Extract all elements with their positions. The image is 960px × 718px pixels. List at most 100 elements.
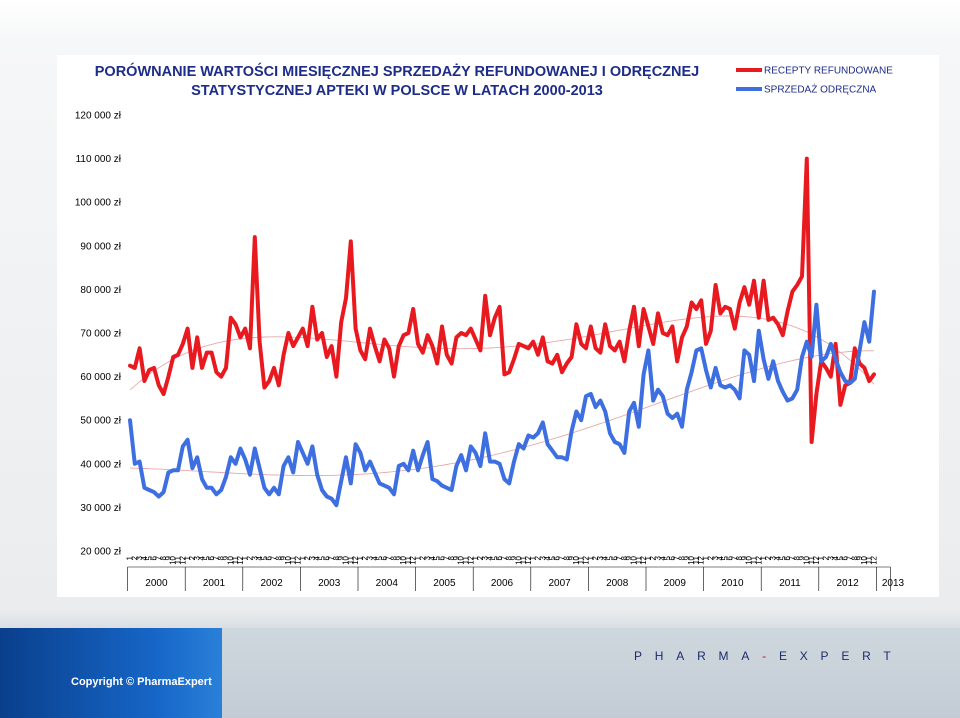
x-month-tick-label: 10 bbox=[284, 555, 293, 564]
x-year-label: 2002 bbox=[260, 578, 283, 589]
x-month-tick-label: 4 bbox=[601, 555, 610, 560]
x-month-tick-label: 7 bbox=[673, 555, 682, 560]
x-year-label: 2003 bbox=[318, 578, 341, 589]
x-month-tick-label: 5 bbox=[490, 555, 499, 560]
x-month-tick-label: 4 bbox=[428, 555, 437, 560]
x-month-tick-label: 5 bbox=[663, 555, 672, 560]
x-month-tick-label: 7 bbox=[212, 555, 221, 560]
x-month-tick-label: 5 bbox=[778, 555, 787, 560]
x-month-tick-label: 11 bbox=[404, 555, 413, 564]
chart-title-line-2: STATYSTYCZNEJ APTEKI W POLSCE W LATACH 2… bbox=[191, 83, 603, 99]
y-tick-label: 60 000 zł bbox=[80, 372, 121, 383]
brand-left: PHARMA bbox=[634, 649, 763, 663]
x-month-tick-label: 8 bbox=[562, 555, 571, 560]
x-month-tick-label: 8 bbox=[447, 555, 456, 560]
x-month-tick-label: 10 bbox=[457, 555, 466, 564]
x-month-tick-label: 4 bbox=[543, 555, 552, 560]
x-month-tick-label: 5 bbox=[606, 555, 615, 560]
x-month-tick-label: 1 bbox=[759, 555, 768, 560]
x-month-tick-label: 6 bbox=[783, 555, 792, 560]
y-tick-label: 90 000 zł bbox=[80, 241, 121, 252]
x-month-tick-label: 7 bbox=[788, 555, 797, 560]
x-month-tick-label: 1 bbox=[586, 555, 595, 560]
x-year-label: 2008 bbox=[606, 578, 629, 589]
x-month-tick-label: 7 bbox=[154, 555, 163, 560]
x-month-tick-label: 11 bbox=[462, 555, 471, 564]
x-month-tick-label: 10 bbox=[572, 555, 581, 564]
x-month-tick-label: 4 bbox=[255, 555, 264, 560]
x-axis: 1234567891011121234567891011121234567891… bbox=[126, 555, 905, 591]
legend-label-2: SPRZEDAŻ ODRĘCZNA bbox=[764, 83, 877, 96]
y-tick-label: 40 000 zł bbox=[80, 459, 121, 470]
x-year-label: 2011 bbox=[779, 578, 801, 589]
x-month-tick-label: 3 bbox=[654, 555, 663, 560]
x-month-tick-label: 9 bbox=[337, 555, 346, 560]
x-month-tick-label: 3 bbox=[596, 555, 605, 560]
x-month-tick-label: 3 bbox=[250, 555, 259, 560]
x-month-tick-label: 11 bbox=[519, 555, 528, 564]
x-year-label: 2013 bbox=[882, 578, 905, 589]
footer-copyright-panel bbox=[0, 628, 222, 718]
x-month-tick-label: 2 bbox=[534, 555, 543, 560]
x-month-tick-label: 12 bbox=[178, 555, 187, 564]
x-month-tick-label: 4 bbox=[774, 555, 783, 560]
x-month-tick-label: 7 bbox=[615, 555, 624, 560]
x-month-tick-label: 5 bbox=[260, 555, 269, 560]
x-month-tick-label: 9 bbox=[682, 555, 691, 560]
x-month-tick-label: 9 bbox=[164, 555, 173, 560]
x-month-tick-label: 7 bbox=[385, 555, 394, 560]
x-month-tick-label: 11 bbox=[865, 555, 874, 564]
x-month-tick-label: 3 bbox=[308, 555, 317, 560]
x-month-tick-label: 6 bbox=[380, 555, 389, 560]
trendline-2 bbox=[129, 350, 874, 477]
x-year-label: 2006 bbox=[491, 578, 514, 589]
x-month-tick-label: 5 bbox=[721, 555, 730, 560]
x-month-tick-label: 3 bbox=[538, 555, 547, 560]
x-month-tick-label: 8 bbox=[735, 555, 744, 560]
y-tick-label: 100 000 zł bbox=[75, 198, 122, 209]
x-month-tick-label: 6 bbox=[553, 555, 562, 560]
x-month-tick-label: 8 bbox=[390, 555, 399, 560]
x-month-tick-label: 1 bbox=[183, 555, 192, 560]
x-month-tick-label: 9 bbox=[798, 555, 807, 560]
x-month-tick-label: 4 bbox=[370, 555, 379, 560]
series-line-2 bbox=[128, 289, 876, 508]
x-month-tick-label: 4 bbox=[716, 555, 725, 560]
x-month-tick-label: 1 bbox=[644, 555, 653, 560]
x-month-tick-label: 7 bbox=[327, 555, 336, 560]
x-month-tick-label: 8 bbox=[274, 555, 283, 560]
x-month-tick-label: 6 bbox=[322, 555, 331, 560]
line-chart: RECEPTY REFUNDOWANE SPRZEDAŻ ODRĘCZNA 20 … bbox=[75, 66, 905, 591]
x-month-tick-label: 11 bbox=[231, 555, 240, 564]
x-month-tick-label: 5 bbox=[548, 555, 557, 560]
x-month-tick-label: 9 bbox=[394, 555, 403, 560]
x-month-tick-label: 8 bbox=[678, 555, 687, 560]
x-month-tick-label: 11 bbox=[807, 555, 816, 564]
x-month-tick-label: 2 bbox=[591, 555, 600, 560]
x-year-label: 2005 bbox=[433, 578, 456, 589]
x-month-tick-label: 2 bbox=[476, 555, 485, 560]
legend-label-1: RECEPTY REFUNDOWANE bbox=[764, 66, 893, 77]
chart-title-line-1: PORÓWNANIE WARTOŚCI MIESIĘCZNEJ SPRZEDAŻ… bbox=[94, 64, 700, 80]
x-month-tick-label: 2 bbox=[361, 555, 370, 560]
x-month-tick-label: 3 bbox=[481, 555, 490, 560]
x-month-tick-label: 10 bbox=[399, 555, 408, 564]
x-month-tick-label: 5 bbox=[836, 555, 845, 560]
x-month-tick-label: 12 bbox=[754, 555, 763, 564]
x-month-tick-label: 12 bbox=[870, 555, 879, 564]
x-month-tick-label: 10 bbox=[514, 555, 523, 564]
brand-logo: PHARMA-EXPERT bbox=[634, 649, 904, 663]
x-month-tick-label: 7 bbox=[442, 555, 451, 560]
x-month-tick-label: 4 bbox=[313, 555, 322, 560]
copyright-text: Copyright © PharmaExpert bbox=[71, 676, 212, 688]
x-month-tick-label: 4 bbox=[658, 555, 667, 560]
brand-separator: - bbox=[762, 649, 779, 663]
x-month-tick-label: 6 bbox=[438, 555, 447, 560]
x-month-tick-label: 2 bbox=[246, 555, 255, 560]
x-month-tick-label: 8 bbox=[850, 555, 859, 560]
x-month-tick-label: 3 bbox=[423, 555, 432, 560]
x-month-tick-label: 9 bbox=[279, 555, 288, 560]
x-month-tick-label: 12 bbox=[236, 555, 245, 564]
chart-panel: RECEPTY REFUNDOWANE SPRZEDAŻ ODRĘCZNA 20 … bbox=[57, 55, 939, 597]
x-month-tick-label: 3 bbox=[366, 555, 375, 560]
